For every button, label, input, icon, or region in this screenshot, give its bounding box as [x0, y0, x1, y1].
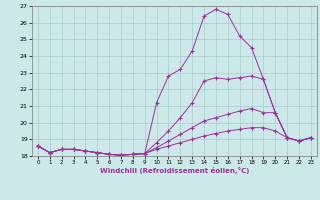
X-axis label: Windchill (Refroidissement éolien,°C): Windchill (Refroidissement éolien,°C)	[100, 167, 249, 174]
